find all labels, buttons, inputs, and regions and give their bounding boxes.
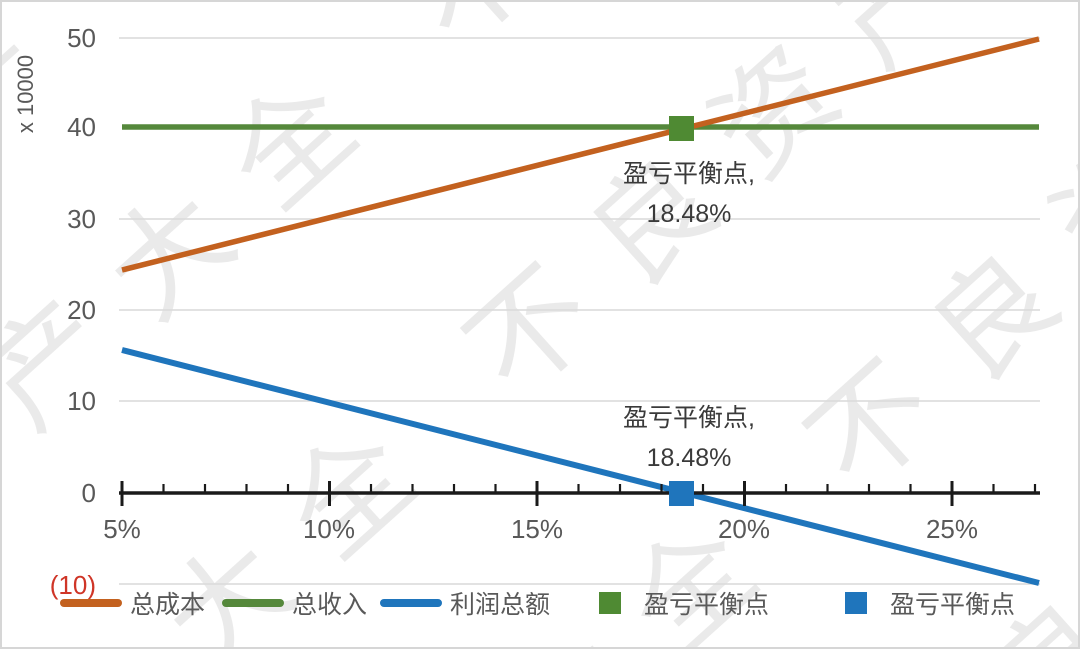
x-tick-10: 10%	[302, 514, 356, 544]
x-tick-25: 25%	[925, 514, 979, 544]
x-tick-20: 20%	[717, 514, 771, 544]
legend-item-cost: 总成本	[60, 590, 205, 619]
legend-item-breakeven-revenue: 盈亏平衡点	[599, 590, 769, 619]
legend-label: 总收入	[292, 591, 368, 619]
revenue-line-swatch	[222, 599, 284, 607]
annotation-text: 盈亏平衡点,	[623, 404, 755, 432]
x-axis	[119, 481, 1040, 506]
profit-series-line	[121, 347, 1040, 586]
cost-series-line	[121, 36, 1040, 273]
y-tick-20: 20	[67, 295, 96, 325]
breakeven-square-swatch-green	[599, 592, 621, 614]
gridlines	[119, 37, 1040, 585]
legend-item-profit: 利润总额	[380, 590, 550, 619]
annotation-value: 18.48%	[646, 444, 732, 472]
breakeven-square-swatch-blue	[845, 592, 867, 614]
legend-label: 盈亏平衡点	[890, 591, 1016, 619]
annotation-text: 盈亏平衡点,	[623, 160, 755, 188]
annotation-value: 18.48%	[646, 200, 732, 228]
cost-line-swatch	[60, 599, 122, 607]
y-tick-50: 50	[67, 23, 96, 53]
legend-item-breakeven-profit: 盈亏平衡点	[845, 590, 1015, 619]
x-tick-5: 5%	[103, 514, 141, 544]
profit-line-swatch	[380, 599, 442, 607]
legend-label: 盈亏平衡点	[644, 591, 770, 619]
x-tick-15: 15%	[510, 514, 564, 544]
x-axis-minor-ticks	[162, 484, 1037, 492]
y-tick-0: 0	[81, 478, 96, 508]
breakeven-marker-profit	[669, 481, 694, 506]
breakeven-marker-revenue	[669, 116, 694, 141]
y-tick-neg10: (10)	[49, 570, 96, 600]
y-tick-30: 30	[67, 204, 96, 234]
breakeven-annotation-bottom: 盈亏平衡点, 18.48%	[574, 398, 804, 478]
breakeven-annotation-top: 盈亏平衡点, 18.48%	[574, 154, 804, 234]
legend-label: 利润总额	[450, 591, 551, 619]
legend-item-revenue: 总收入	[222, 590, 367, 619]
y-tick-40: 40	[67, 112, 96, 142]
legend-label: 总成本	[130, 591, 206, 619]
x-axis-major-ticks	[120, 481, 954, 506]
y-tick-10: 10	[67, 386, 96, 416]
